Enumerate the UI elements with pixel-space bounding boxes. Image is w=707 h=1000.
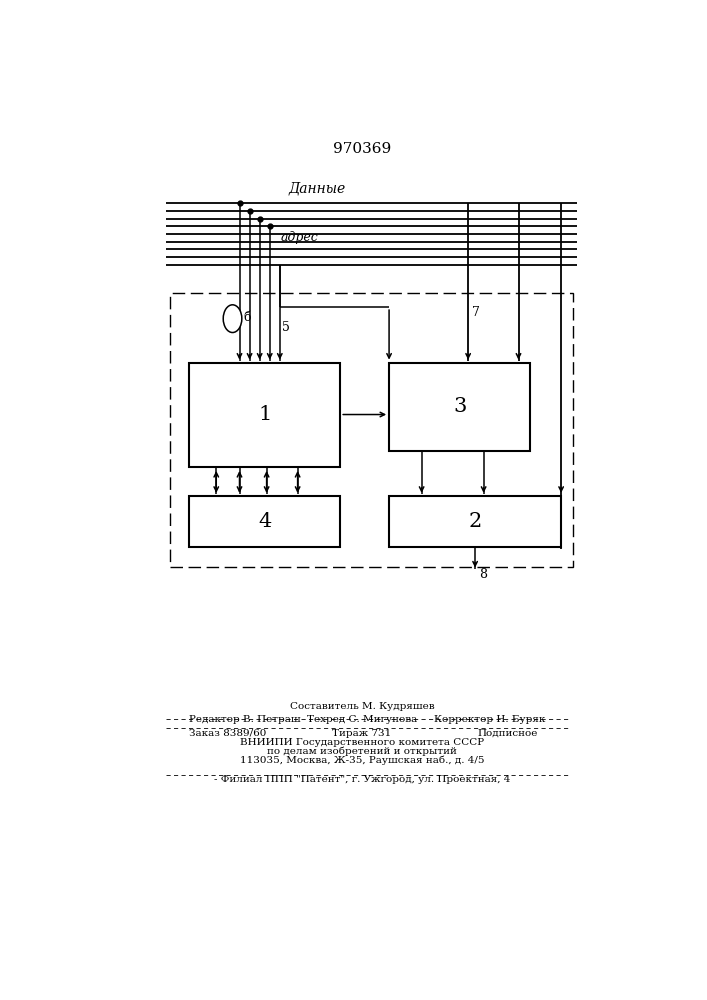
Text: 3: 3 [453,397,467,416]
Ellipse shape [223,305,242,333]
Text: по делам изобретений и открытий: по делам изобретений и открытий [267,747,457,756]
Text: Данные: Данные [288,181,346,195]
Text: - Филиал ППП "Патент", г. Ужгород, ул. Проектная, 4: - Филиал ППП "Патент", г. Ужгород, ул. П… [214,775,510,784]
Text: 970369: 970369 [333,142,391,156]
Text: 7: 7 [472,306,480,319]
Bar [189,496,340,547]
Text: б: б [243,311,251,324]
Bar [170,293,573,567]
Text: 8: 8 [479,568,487,581]
Text: Корректор Н. Буряк: Корректор Н. Буряк [434,715,546,724]
Text: Редактор В. Петраш: Редактор В. Петраш [189,715,300,724]
Text: Составитель М. Кудряшев: Составитель М. Кудряшев [290,702,434,711]
Text: адрес: адрес [281,231,318,244]
Bar [189,363,340,466]
Text: 5: 5 [282,321,290,334]
Text: Техред С. Мигунова: Техред С. Мигунова [307,715,417,724]
Text: Подписное: Подписное [477,729,538,738]
Bar [389,363,530,451]
Text: 1: 1 [258,405,271,424]
Text: 4: 4 [258,512,271,531]
Text: ВНИИПИ Государственного комитета СССР: ВНИИПИ Государственного комитета СССР [240,738,484,747]
Bar [389,496,561,547]
Text: 113035, Москва, Ж-35, Раушская наб., д. 4/5: 113035, Москва, Ж-35, Раушская наб., д. … [240,756,484,765]
Text: Заказ 8389/60: Заказ 8389/60 [189,729,267,738]
Text: 2: 2 [469,512,481,531]
Text: Тираж 731: Тираж 731 [332,729,392,738]
